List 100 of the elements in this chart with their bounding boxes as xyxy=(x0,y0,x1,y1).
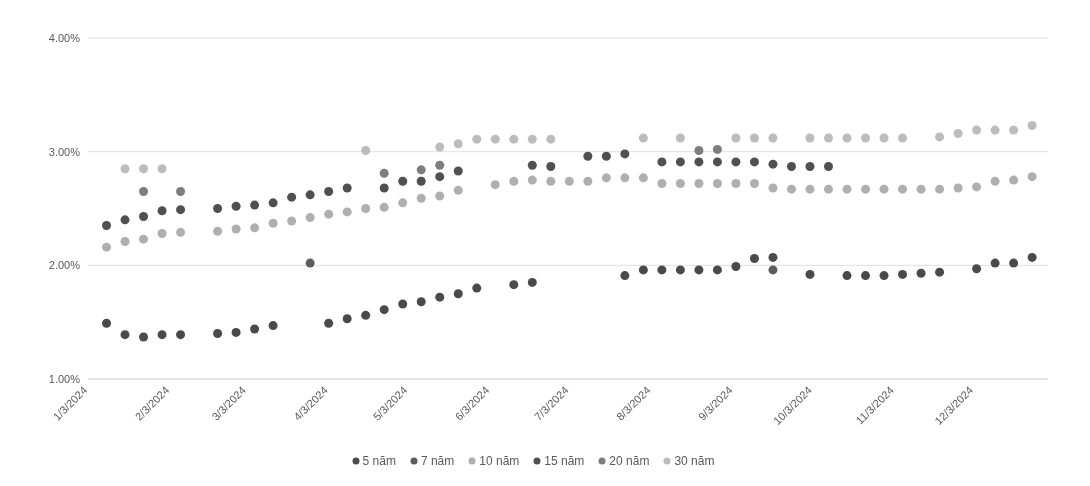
point xyxy=(157,229,167,239)
point xyxy=(583,176,593,186)
point xyxy=(250,223,260,233)
point xyxy=(139,332,149,342)
point xyxy=(120,215,130,225)
point xyxy=(731,261,741,271)
point xyxy=(287,192,297,202)
point xyxy=(213,204,223,213)
point xyxy=(583,151,593,161)
point xyxy=(675,157,685,167)
point xyxy=(453,289,463,299)
point xyxy=(657,178,667,188)
point xyxy=(324,186,334,196)
point xyxy=(898,184,908,194)
point xyxy=(1027,121,1037,131)
point xyxy=(749,157,759,167)
point xyxy=(786,184,796,194)
point xyxy=(712,178,722,188)
point xyxy=(527,277,537,287)
point xyxy=(527,160,537,170)
point xyxy=(453,185,463,195)
point xyxy=(694,265,704,275)
point xyxy=(768,183,778,193)
point xyxy=(749,133,759,143)
point xyxy=(416,193,426,203)
point xyxy=(879,133,889,143)
point xyxy=(861,133,871,143)
point xyxy=(768,159,778,169)
point xyxy=(435,292,445,302)
point xyxy=(546,134,556,144)
point xyxy=(546,176,556,186)
point xyxy=(305,258,315,268)
point xyxy=(990,125,1000,135)
point xyxy=(398,176,408,186)
point xyxy=(102,221,112,231)
point xyxy=(102,242,112,252)
point xyxy=(398,299,408,309)
point xyxy=(879,184,889,194)
y-tick-label: 2.00% xyxy=(48,259,81,272)
point xyxy=(287,216,297,226)
point xyxy=(694,178,704,188)
point xyxy=(379,305,389,315)
point xyxy=(453,166,463,176)
point xyxy=(213,226,223,236)
point xyxy=(509,134,519,144)
point xyxy=(916,184,926,194)
point xyxy=(120,164,130,174)
point xyxy=(157,206,167,216)
point xyxy=(157,164,167,174)
point xyxy=(453,139,463,149)
point xyxy=(731,157,741,167)
point xyxy=(694,157,704,167)
point xyxy=(120,236,130,246)
point xyxy=(509,280,519,290)
legend-label: 10 năm xyxy=(479,454,520,468)
point xyxy=(231,327,241,337)
point xyxy=(842,271,852,281)
point xyxy=(342,183,352,193)
legend-label: 15 năm xyxy=(544,454,585,468)
point xyxy=(953,128,963,138)
point xyxy=(842,184,852,194)
point xyxy=(805,161,815,171)
point xyxy=(268,218,278,228)
point xyxy=(731,133,741,143)
point xyxy=(435,142,445,152)
point xyxy=(731,178,741,188)
point xyxy=(712,144,722,154)
point xyxy=(620,173,630,183)
point xyxy=(490,134,500,144)
point xyxy=(102,318,112,328)
point xyxy=(935,267,945,277)
point xyxy=(972,264,982,274)
point xyxy=(675,133,685,143)
point xyxy=(176,227,186,237)
point xyxy=(824,161,833,171)
point xyxy=(786,161,796,171)
point xyxy=(935,184,945,194)
point xyxy=(898,133,908,143)
point xyxy=(268,321,278,331)
point xyxy=(342,207,352,217)
point xyxy=(176,186,186,196)
point xyxy=(805,133,815,143)
point xyxy=(1009,125,1019,135)
point xyxy=(712,157,722,167)
point xyxy=(213,329,223,339)
point xyxy=(805,184,815,194)
point xyxy=(361,310,371,320)
point xyxy=(527,134,537,144)
legend-label: 20 năm xyxy=(609,454,650,468)
point xyxy=(861,271,871,281)
point xyxy=(416,297,426,307)
point xyxy=(379,183,389,193)
point xyxy=(1027,172,1037,182)
point xyxy=(435,160,445,170)
point xyxy=(749,254,759,264)
point xyxy=(250,324,260,334)
point xyxy=(231,224,241,234)
point xyxy=(416,176,426,186)
y-tick-label: 1.00% xyxy=(48,372,81,385)
point xyxy=(176,205,186,215)
